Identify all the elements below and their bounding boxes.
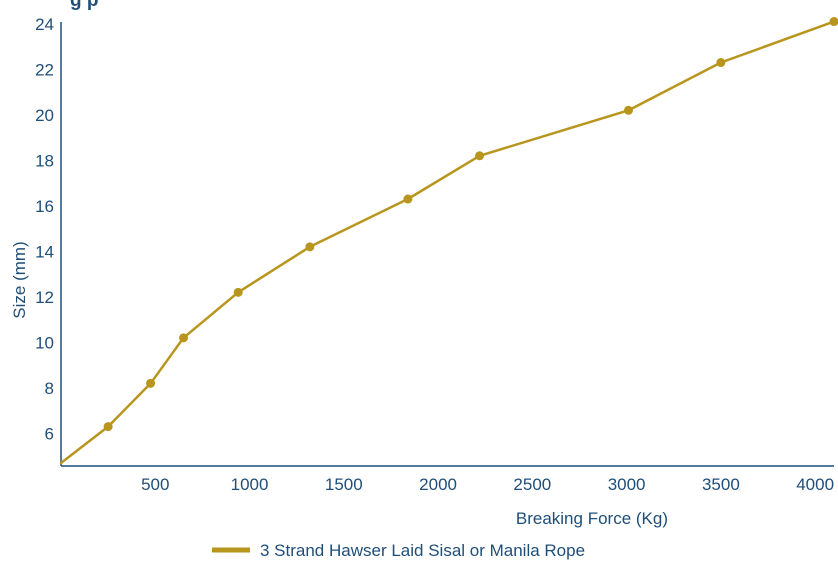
y-axis: 6 8 10 12 14 16 18 20 22 24 <box>35 15 62 466</box>
data-point <box>623 105 633 115</box>
x-tick-label: 1000 <box>231 475 269 494</box>
y-tick-label: 20 <box>35 106 54 125</box>
y-tick-label: 14 <box>35 242 54 261</box>
x-tick-label: 3500 <box>702 475 740 494</box>
x-tick-labels: 500 1000 1500 2000 2500 3000 3500 4000 <box>141 475 834 494</box>
x-tick-label: 2000 <box>419 475 457 494</box>
legend-label: 3 Strand Hawser Laid Sisal or Manila Rop… <box>260 541 585 560</box>
x-tick-label: 500 <box>141 475 169 494</box>
y-tick-label: 12 <box>35 288 54 307</box>
y-tick-labels: 6 8 10 12 14 16 18 20 22 24 <box>35 15 54 444</box>
x-tick-label: 3000 <box>608 475 646 494</box>
data-point <box>103 422 113 432</box>
series-line <box>59 20 836 465</box>
y-tick-label: 6 <box>45 424 54 443</box>
x-tick-label: 2500 <box>513 475 551 494</box>
data-point <box>305 242 315 252</box>
y-tick-label: 24 <box>35 15 54 34</box>
y-tick-label: 8 <box>45 379 54 398</box>
y-tick-label: 10 <box>35 333 54 352</box>
y-tick-label: 16 <box>35 197 54 216</box>
data-point <box>179 333 189 343</box>
data-point <box>403 194 413 204</box>
y-tick-label: 22 <box>35 60 54 79</box>
y-axis-title: Size (mm) <box>10 241 29 318</box>
x-axis-title: Breaking Force (Kg) <box>516 509 668 528</box>
data-point <box>829 17 838 27</box>
data-point <box>146 378 156 388</box>
data-point <box>233 287 243 297</box>
data-point <box>475 151 485 161</box>
x-tick-label: 1500 <box>325 475 363 494</box>
y-tick-label: 18 <box>35 151 54 170</box>
x-tick-label: 4000 <box>796 475 834 494</box>
x-axis: 500 1000 1500 2000 2500 3000 3500 4000 <box>61 465 834 494</box>
legend: 3 Strand Hawser Laid Sisal or Manila Rop… <box>212 541 585 560</box>
series-layer <box>59 17 838 465</box>
data-point <box>716 58 726 68</box>
chart-title-fragment: g p <box>70 0 99 11</box>
